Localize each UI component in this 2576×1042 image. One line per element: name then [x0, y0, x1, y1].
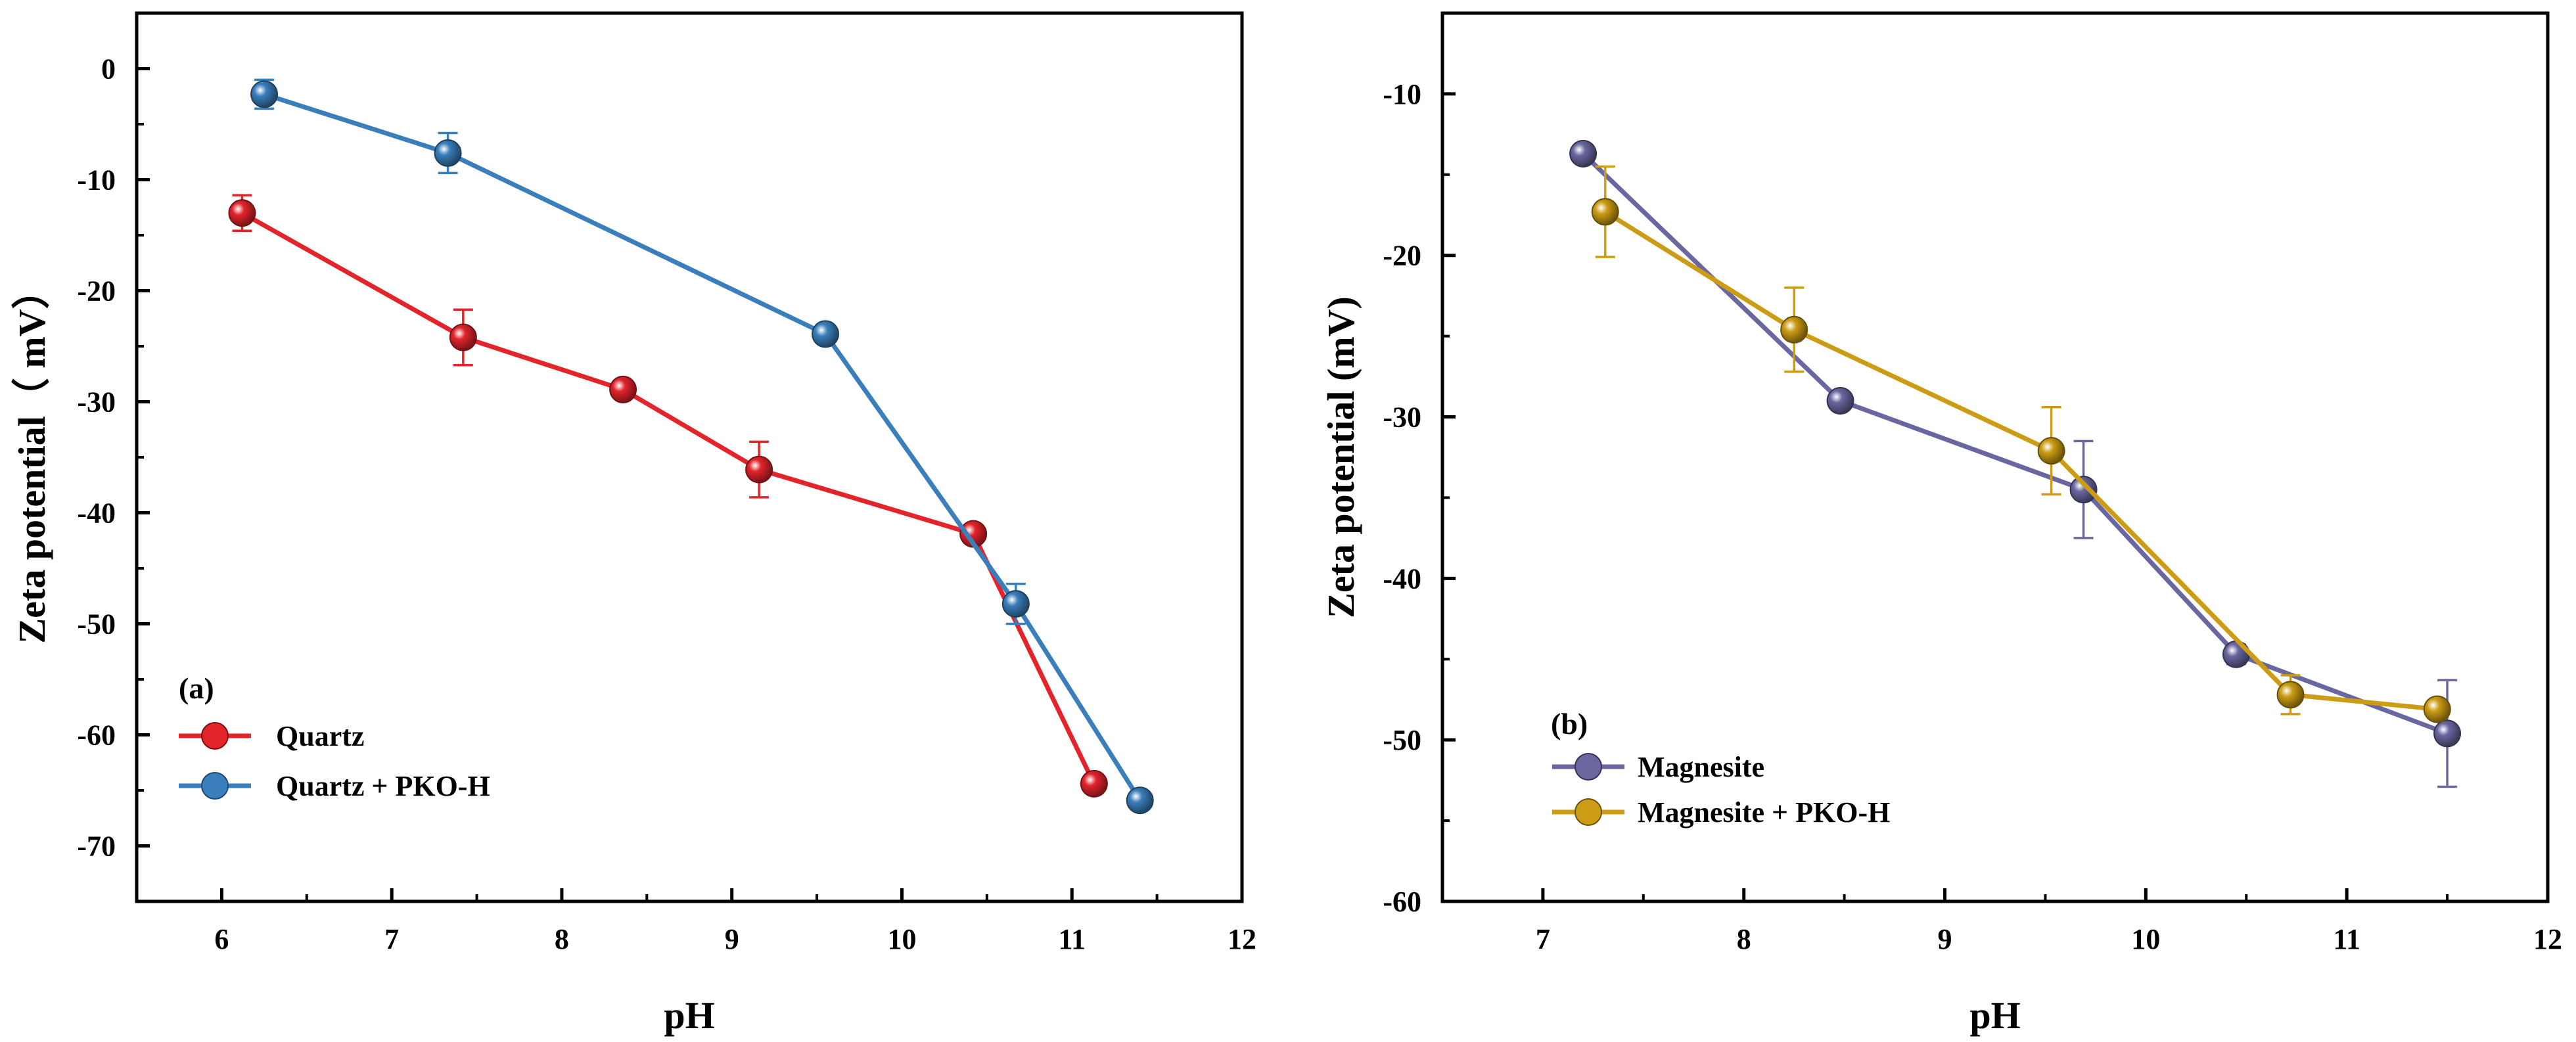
- data-point-quartz: [449, 323, 477, 351]
- legend-marker-magnesite: [1575, 753, 1602, 781]
- legend-item-quartz: Quartz: [179, 720, 364, 752]
- y-tick-label-b--40: -40: [1383, 562, 1421, 595]
- y-tick-label-b--60: -60: [1383, 886, 1421, 918]
- series-line-magnesite-pko-h: [1603, 210, 2438, 712]
- x-tick-label-a-7: 7: [384, 923, 399, 955]
- data-point-quartz-pko-h: [812, 320, 840, 348]
- panel-a-zeta-potential-quartz: 6 7 8 9 10 11 12 0 -10 -20 -30 -40 -50 -60 -70 pH Zeta…: [11, 11, 1256, 1037]
- data-point-magnesite: [2433, 719, 2462, 748]
- panel-b-legend: Magnesite Magnesite + PKO-H: [1552, 751, 1890, 828]
- x-tick-label-a-10: 10: [887, 923, 916, 955]
- x-tick-label-b-12: 12: [2533, 923, 2562, 955]
- legend-label-magnesite-pko-h: Magnesite + PKO-H: [1638, 796, 1890, 828]
- y-tick-label-a--40: -40: [77, 497, 116, 530]
- legend-marker-quartz-pko-h: [201, 772, 229, 800]
- y-tick-label-b--20: -20: [1383, 240, 1421, 272]
- legend-label-quartz-pko-h: Quartz + PKO-H: [276, 770, 490, 802]
- data-point-magnesite-pko-h: [1591, 198, 1619, 226]
- data-point-quartz: [228, 199, 256, 227]
- panel-a-series: [228, 78, 1154, 815]
- data-point-magnesite: [1826, 386, 1854, 415]
- series-magnesite-pko-h: [1591, 165, 2451, 723]
- panel-b-plot-frame: [1440, 11, 2550, 903]
- panel-b-ticks: 7 8 9 10 11 12 -10 -20 -30 -40 -50 -60: [1383, 12, 2562, 955]
- data-point-magnesite-pko-h: [2276, 681, 2305, 709]
- y-tick-label-a--20: -20: [77, 275, 116, 307]
- y-tick-label-a-0: 0: [101, 53, 116, 85]
- x-tick-label-b-7: 7: [1536, 923, 1550, 955]
- x-tick-label-a-12: 12: [1228, 923, 1256, 955]
- data-point-magnesite-pko-h: [2423, 695, 2451, 723]
- y-tick-label-b--30: -30: [1383, 401, 1421, 434]
- x-tick-label-a-9: 9: [725, 923, 739, 955]
- y-tick-label-a--10: -10: [77, 164, 116, 196]
- data-point-quartz-pko-h: [1126, 786, 1154, 815]
- x-tick-label-a-11: 11: [1058, 923, 1086, 955]
- panel-b-label: (b): [1551, 707, 1588, 740]
- series-magnesite: [1569, 139, 2462, 788]
- legend-item-magnesite-pko-h: Magnesite + PKO-H: [1552, 796, 1890, 828]
- panel-a-x-axis-title: pH: [664, 994, 714, 1037]
- y-tick-label-a--70: -70: [77, 830, 116, 863]
- series-quartz-pko-h: [250, 78, 1154, 815]
- data-point-quartz-pko-h: [1001, 590, 1030, 618]
- series-line-magnesite: [1581, 152, 2449, 736]
- x-tick-label-b-9: 9: [1938, 923, 1952, 955]
- data-point-magnesite: [1569, 139, 1598, 168]
- series-line-quartz: [241, 211, 1097, 785]
- panel-a-ticks: 6 7 8 9 10 11 12 0 -10 -20 -30 -40 -50 -60 -70: [77, 12, 1256, 955]
- data-point-quartz: [745, 455, 773, 484]
- x-tick-label-a-6: 6: [214, 923, 229, 955]
- y-tick-label-a--30: -30: [77, 386, 116, 419]
- panel-a-label: (a): [179, 671, 214, 705]
- legend-label-quartz: Quartz: [276, 720, 364, 752]
- data-point-quartz-pko-h: [250, 80, 279, 108]
- panel-b-y-axis-title: Zeta potential (mV): [1320, 296, 1362, 618]
- legend-marker-magnesite-pko-h: [1575, 798, 1602, 826]
- legend-item-quartz-pko-h: Quartz + PKO-H: [179, 770, 490, 802]
- x-tick-label-b-11: 11: [2333, 923, 2360, 955]
- data-point-quartz: [609, 375, 637, 403]
- series-quartz: [228, 194, 1108, 798]
- legend-item-magnesite: Magnesite: [1552, 751, 1764, 783]
- panel-a-legend: Quartz Quartz + PKO-H: [179, 720, 490, 802]
- panel-a-y-axis-title: Zeta potential（ mV）: [11, 271, 53, 643]
- panel-b-x-axis-title: pH: [1969, 994, 2020, 1037]
- data-point-magnesite-pko-h: [2037, 437, 2065, 465]
- data-point-quartz: [1080, 769, 1108, 798]
- legend-marker-quartz: [201, 722, 229, 750]
- panel-b-zeta-potential-magnesite: 7 8 9 10 11 12 -10 -20 -30 -40 -50 -60 pH Zeta pote…: [1320, 11, 2562, 1037]
- series-line-quartz-pko-h: [264, 92, 1142, 802]
- y-tick-label-a--60: -60: [77, 719, 116, 752]
- x-tick-label-b-8: 8: [1737, 923, 1751, 955]
- data-point-magnesite: [2222, 640, 2250, 668]
- data-point-magnesite: [2069, 476, 2098, 504]
- data-point-magnesite-pko-h: [1780, 315, 1808, 344]
- y-tick-label-b--10: -10: [1383, 78, 1421, 110]
- legend-label-magnesite: Magnesite: [1638, 751, 1764, 783]
- y-tick-label-b--50: -50: [1383, 724, 1421, 756]
- x-tick-label-a-8: 8: [555, 923, 569, 955]
- y-tick-label-a--50: -50: [77, 608, 116, 641]
- panel-a-plot-frame: [135, 11, 1244, 903]
- data-point-quartz-pko-h: [434, 139, 462, 167]
- x-tick-label-b-10: 10: [2131, 923, 2160, 955]
- panel-b-series: [1569, 139, 2462, 788]
